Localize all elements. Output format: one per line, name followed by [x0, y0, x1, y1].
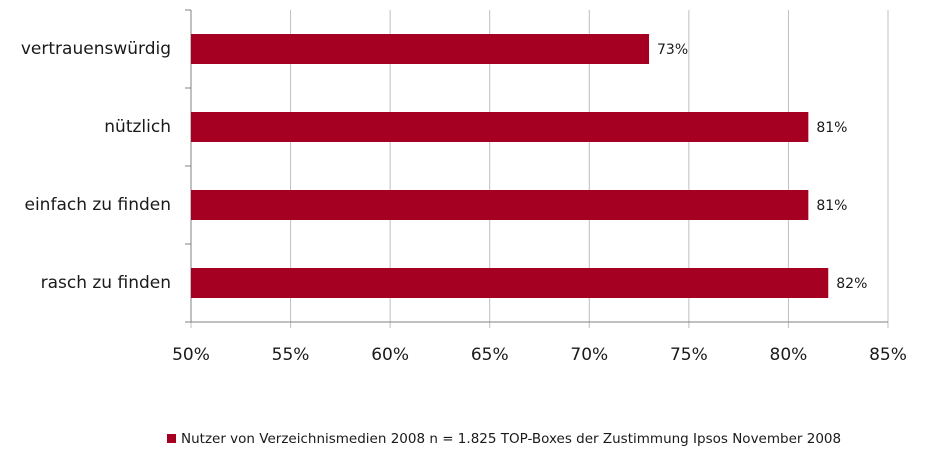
legend-swatch: [167, 434, 176, 443]
x-tick-label: 50%: [172, 345, 210, 365]
data-label: 73%: [657, 42, 688, 58]
x-tick-label: 80%: [770, 345, 808, 365]
legend-label: Nutzer von Verzeichnismedien 2008 n = 1.…: [181, 431, 841, 447]
data-label: 81%: [816, 120, 847, 136]
y-tick-label: vertrauenswürdig: [21, 39, 171, 59]
bar: [191, 190, 809, 220]
bar: [191, 112, 809, 142]
x-tick-label: 55%: [272, 345, 310, 365]
x-tick-label: 60%: [371, 345, 409, 365]
data-label: 81%: [816, 198, 847, 214]
x-tick-label: 85%: [869, 345, 907, 365]
x-tick-label: 65%: [471, 345, 509, 365]
y-tick-label: rasch zu finden: [41, 273, 171, 293]
x-tick-label: 75%: [670, 345, 708, 365]
bar: [191, 34, 650, 64]
data-label: 82%: [836, 276, 867, 292]
y-tick-label: einfach zu finden: [25, 195, 172, 215]
y-tick-label: nützlich: [104, 117, 171, 137]
x-tick-label: 70%: [570, 345, 608, 365]
bar: [191, 268, 829, 298]
